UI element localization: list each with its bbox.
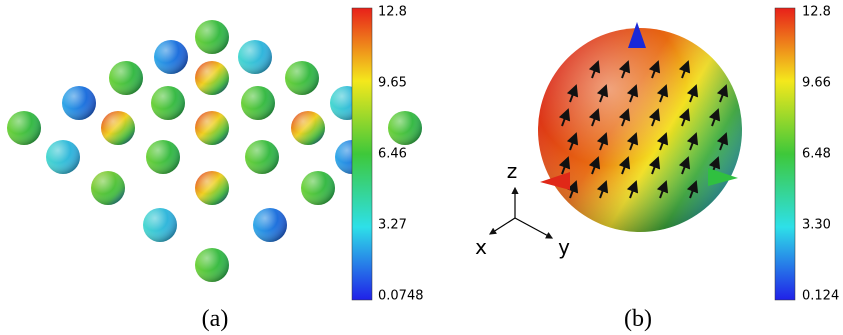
sphere-shade [195,20,229,54]
sphere-shade [151,86,185,120]
sphere-shade [154,40,188,74]
figure: 12.8 9.65 6.46 3.27 0.0748 (a) z x y 12.8 9.6… [0,0,843,335]
sphere-shade [146,140,180,174]
colorbar-label: 6.46 [378,147,407,162]
sphere-shade [7,111,41,145]
sphere-shade [62,86,96,120]
axis-label: y [558,235,570,259]
colorbar-label: 12.8 [378,5,407,20]
axis-label: x [475,235,487,259]
colorbar-label: 0.124 [802,289,839,304]
sphere-shade [291,111,325,145]
sphere-shade [195,61,229,95]
sphere-shade [253,208,287,242]
colorbar-labels: 12.8 9.66 6.48 3.30 0.124 [802,5,839,304]
sphere-shade [91,171,125,205]
axis-label: z [507,159,518,183]
colorbar-label: 3.27 [378,218,407,233]
caption: (b) [624,306,652,332]
colorbar-label: 9.66 [802,76,831,91]
colorbar-label: 0.0748 [378,289,424,304]
colorbar-label: 3.30 [802,218,831,233]
sphere-shade [195,111,229,145]
sphere-shade [245,140,279,174]
sphere-b [538,22,742,232]
sphere-shade [46,140,80,174]
sphere-shade [143,208,177,242]
sphere-shade [301,171,335,205]
colorbar-label: 6.48 [802,147,831,162]
sphere-shade [238,40,272,74]
colorbar [352,8,372,300]
sphere-shade [195,248,229,282]
sphere-shade [195,171,229,205]
colorbar-label: 12.8 [802,5,831,20]
caption: (a) [202,306,229,332]
sphere-shade [285,61,319,95]
colorbar [775,8,795,300]
sphere-shade [109,61,143,95]
axis-triad [490,188,552,238]
colorbar-label: 9.65 [378,76,407,91]
colorbar-labels: 12.8 9.65 6.46 3.27 0.0748 [378,5,424,304]
sphere-shade [388,111,422,145]
sphere-shade [241,86,275,120]
sphere-shade [101,111,135,145]
